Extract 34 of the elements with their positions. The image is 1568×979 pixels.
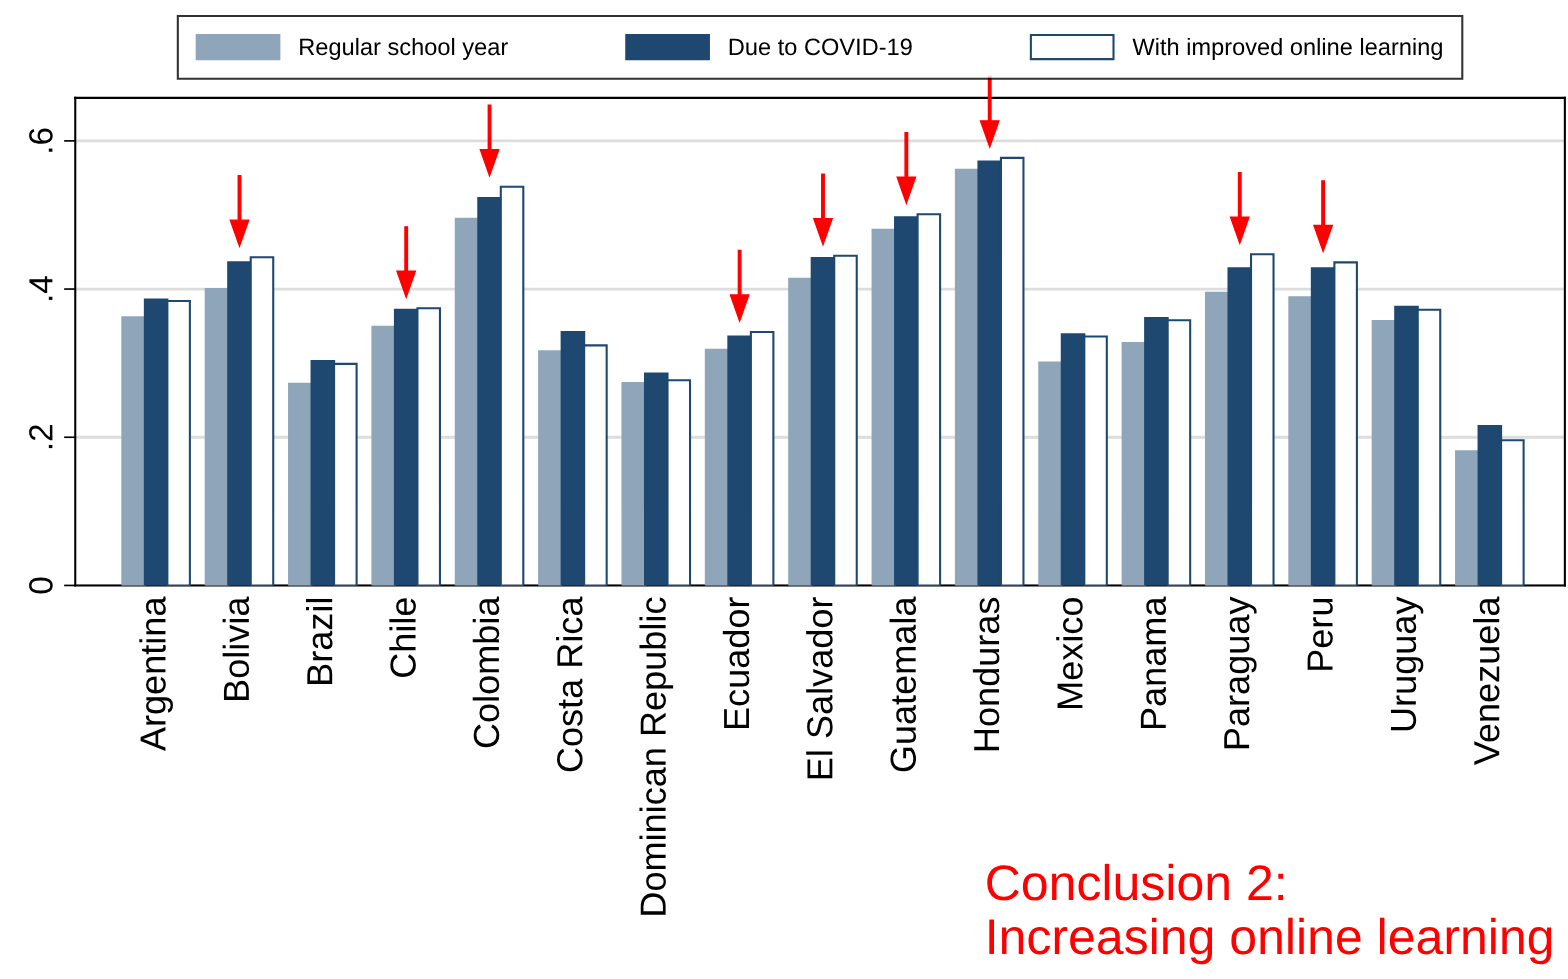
x-tick-label: Chile xyxy=(389,598,416,678)
x-tick-label: Colombia xyxy=(472,596,500,748)
bar xyxy=(538,350,563,586)
bar xyxy=(288,382,313,586)
bar xyxy=(121,316,146,586)
x-tick-label: Argentina xyxy=(139,596,173,752)
x-tick-label: El Salvador xyxy=(806,597,833,779)
x-tick-label: Mexico xyxy=(1056,598,1083,708)
x-tick-label: Paraguay xyxy=(1224,596,1257,749)
bar xyxy=(1038,361,1063,586)
bar xyxy=(621,382,647,586)
legend-label: Due to COVID-19 xyxy=(729,38,912,56)
x-tick-label: Honduras xyxy=(972,597,1000,751)
x-tick-label: Venezuela xyxy=(1473,596,1500,766)
x-tick-label: Bolivia xyxy=(222,596,250,700)
x-tick-label: Brazil xyxy=(306,598,333,684)
bar xyxy=(371,325,396,586)
y-tick-label: .6 xyxy=(29,128,53,152)
x-tick-label: Costa Rica xyxy=(556,596,583,772)
legend-label: Regular school year xyxy=(300,37,508,60)
bar xyxy=(788,277,813,586)
text: Conclusion 2: Increasing online learning xyxy=(987,863,1552,965)
y-tick-label: 0 xyxy=(29,577,53,594)
x-tick-label: Uruguay xyxy=(1390,596,1424,731)
legend-label: With improved online learning xyxy=(1132,37,1442,60)
x-tick-label: Peru xyxy=(1307,598,1333,670)
x-tick-label: Ecuador xyxy=(722,597,750,729)
y-tick-label: .4 xyxy=(29,276,53,300)
bar xyxy=(1288,296,1313,586)
y-tick-label: .2 xyxy=(29,425,53,449)
x-tick-label: Dominican Republic xyxy=(639,597,674,915)
x-tick-label: Guatemala xyxy=(889,596,917,772)
bar xyxy=(1455,450,1480,586)
x-tick-label: Panama xyxy=(1140,596,1167,729)
